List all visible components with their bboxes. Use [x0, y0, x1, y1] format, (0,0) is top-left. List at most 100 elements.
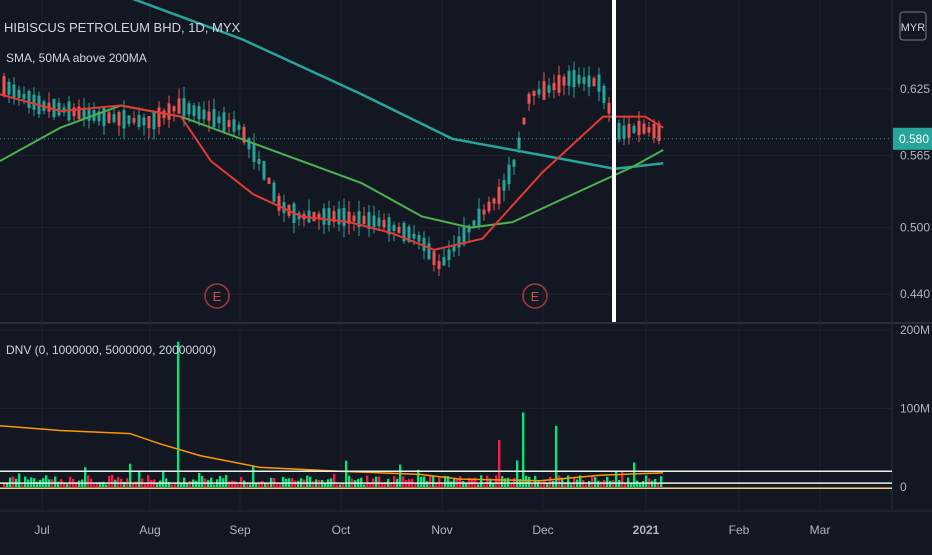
candle-body: [317, 213, 321, 220]
candle-body: [422, 237, 426, 251]
candle-body: [372, 215, 376, 227]
earnings-marker-circle: [522, 283, 548, 309]
candle: [357, 200, 361, 236]
currency-box[interactable]: MYR: [899, 11, 927, 41]
candle-body: [652, 123, 656, 139]
volume-bar: [549, 476, 552, 487]
candle-body: [552, 83, 556, 91]
volume-bar: [24, 476, 27, 487]
candle-body: [177, 98, 181, 114]
candle-body: [277, 195, 281, 211]
candle: [482, 204, 486, 221]
candle-body: [637, 120, 641, 136]
volume-bar: [237, 484, 240, 487]
volume-pane[interactable]: [0, 341, 892, 489]
earnings-marker[interactable]: E: [522, 283, 548, 309]
candles: [2, 61, 661, 277]
candle: [582, 67, 586, 92]
candle-body: [407, 226, 411, 242]
candle-body: [342, 207, 346, 227]
candle-body: [262, 161, 266, 180]
candle-body: [657, 123, 661, 142]
volume-bar: [465, 482, 468, 487]
volume-bar: [630, 482, 633, 487]
candle: [462, 216, 466, 247]
volume-bar: [429, 475, 432, 487]
candle: [362, 206, 366, 226]
time-axis-label: Aug: [139, 523, 160, 537]
volume-bar: [636, 480, 639, 487]
volume-bar: [441, 483, 444, 487]
candle-body: [417, 235, 421, 242]
candle-body: [457, 236, 461, 248]
candle-body: [332, 211, 336, 222]
candle-body: [87, 108, 91, 121]
candle: [147, 115, 151, 139]
volume-bar: [522, 412, 525, 487]
candle: [532, 90, 536, 106]
candle: [397, 222, 401, 234]
candle-body: [517, 137, 521, 149]
candle-body: [632, 125, 636, 133]
volume-bar: [45, 475, 48, 487]
candle-body: [647, 127, 651, 133]
candle-body: [577, 74, 581, 84]
candle: [477, 198, 481, 230]
candle: [417, 231, 421, 250]
volume-bar: [336, 484, 339, 487]
volume-bar: [528, 476, 531, 487]
candle-body: [567, 70, 571, 86]
volume-bar: [450, 481, 453, 487]
candle: [117, 110, 121, 136]
volume-bar: [369, 482, 372, 487]
volume-bar: [21, 484, 24, 487]
volume-bar: [660, 476, 663, 487]
candle-body: [382, 220, 386, 228]
candle: [347, 201, 351, 235]
volume-bar: [642, 481, 645, 487]
candle: [382, 213, 386, 230]
volume-bar: [132, 483, 135, 487]
candle-body: [442, 257, 446, 266]
volume-bar: [483, 484, 486, 487]
volume-bar: [219, 475, 222, 487]
candle: [552, 74, 556, 99]
candle: [387, 213, 391, 243]
candle-body: [132, 118, 136, 123]
volume-bar: [201, 475, 204, 487]
candle-body: [477, 208, 481, 227]
volume-bar: [135, 481, 138, 487]
candle-body: [542, 81, 546, 100]
candle-body: [547, 85, 551, 93]
volume-bar: [102, 481, 105, 487]
volume-bar: [597, 480, 600, 487]
candle-body: [597, 74, 601, 92]
indicator-legend: SMA, 50MA above 200MA: [6, 51, 147, 65]
volume-bar: [591, 476, 594, 487]
candle: [257, 150, 261, 171]
candle: [547, 78, 551, 98]
volume-bar: [234, 481, 237, 487]
volume-bar: [177, 341, 180, 487]
candle-body: [57, 102, 61, 116]
volume-bar: [531, 483, 534, 487]
grid-lines: [0, 0, 932, 510]
candle-body: [197, 105, 201, 120]
volume-bar: [501, 476, 504, 487]
volume-bar: [87, 475, 90, 487]
candle: [597, 67, 601, 102]
volume-axis-label: 100M: [900, 402, 930, 416]
candle: [262, 160, 266, 182]
volume-bar: [168, 482, 171, 487]
candle: [352, 211, 356, 232]
earnings-marker[interactable]: E: [204, 283, 230, 309]
candle-body: [212, 109, 216, 128]
candle: [627, 117, 631, 145]
candle-body: [622, 125, 626, 139]
candle-body: [532, 90, 536, 96]
candle-body: [527, 93, 531, 104]
candle-body: [27, 90, 31, 108]
candle: [647, 121, 651, 137]
